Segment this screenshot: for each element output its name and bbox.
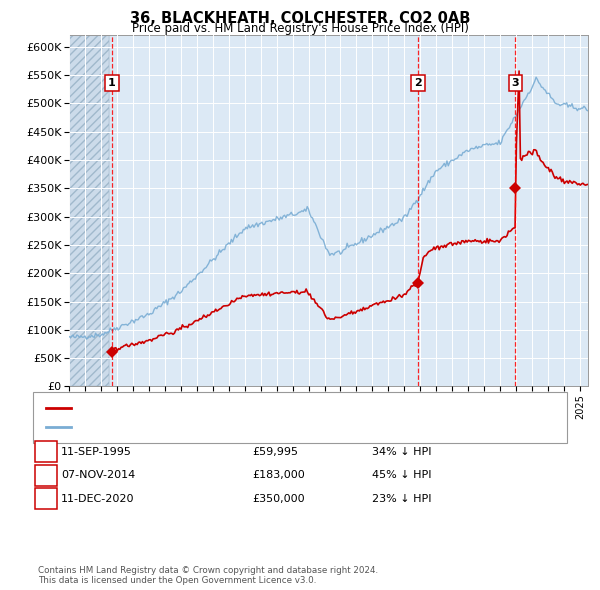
Text: 3: 3	[43, 494, 50, 504]
Text: 36, BLACKHEATH, COLCHESTER, CO2 0AB: 36, BLACKHEATH, COLCHESTER, CO2 0AB	[130, 11, 470, 25]
Text: 45% ↓ HPI: 45% ↓ HPI	[372, 470, 431, 480]
Text: 1: 1	[43, 447, 50, 457]
Bar	[69, 35, 109, 386]
Text: HPI: Average price, detached house, Colchester: HPI: Average price, detached house, Colc…	[78, 422, 338, 432]
Text: £59,995: £59,995	[252, 447, 298, 457]
Text: £183,000: £183,000	[252, 470, 305, 480]
Text: 2: 2	[414, 78, 422, 88]
Text: 23% ↓ HPI: 23% ↓ HPI	[372, 494, 431, 504]
Text: 3: 3	[511, 78, 519, 88]
Text: Price paid vs. HM Land Registry's House Price Index (HPI): Price paid vs. HM Land Registry's House …	[131, 22, 469, 35]
Text: 07-NOV-2014: 07-NOV-2014	[61, 470, 136, 480]
Text: £350,000: £350,000	[252, 494, 305, 504]
Text: 1: 1	[108, 78, 116, 88]
Text: 2: 2	[43, 470, 50, 480]
Text: 11-DEC-2020: 11-DEC-2020	[61, 494, 134, 504]
Text: 11-SEP-1995: 11-SEP-1995	[61, 447, 132, 457]
Text: 36, BLACKHEATH, COLCHESTER, CO2 0AB (detached house): 36, BLACKHEATH, COLCHESTER, CO2 0AB (det…	[78, 403, 406, 412]
Text: Contains HM Land Registry data © Crown copyright and database right 2024.
This d: Contains HM Land Registry data © Crown c…	[38, 566, 379, 585]
Text: 34% ↓ HPI: 34% ↓ HPI	[372, 447, 431, 457]
Bar	[69, 35, 109, 386]
